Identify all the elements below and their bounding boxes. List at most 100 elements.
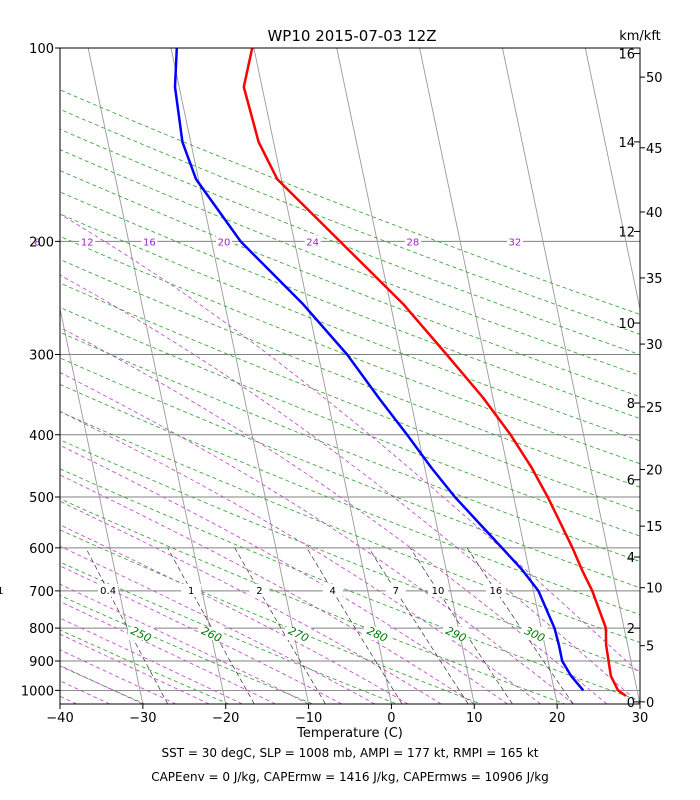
isotherm-line bbox=[419, 48, 558, 704]
dry-adiabat-line bbox=[60, 282, 640, 512]
km-tick-label: 4 bbox=[627, 551, 635, 566]
km-tick-label: 6 bbox=[627, 474, 635, 489]
dry-adiabat-label-bg bbox=[285, 627, 312, 641]
mixing-ratio-line bbox=[167, 547, 255, 704]
mixing-ratio-label-bg bbox=[385, 583, 406, 597]
moist-adiabat-line bbox=[60, 649, 177, 704]
pressure-tick-label: 200 bbox=[29, 235, 54, 250]
wet-bulb-label-bg bbox=[506, 235, 523, 249]
isotherm-line bbox=[87, 48, 227, 704]
moist-adiabat-line bbox=[60, 444, 508, 704]
mixing-ratio-label-bg bbox=[0, 583, 6, 597]
isotherm-line bbox=[60, 306, 144, 704]
km-tick-label: 10 bbox=[618, 317, 635, 332]
footer-line-2: CAPEenv = 0 J/kg, CAPErmw = 1416 J/kg, C… bbox=[151, 770, 549, 784]
profile-layer bbox=[173, 48, 627, 697]
dry-adiabat-line bbox=[60, 498, 565, 704]
mixing-ratio-line bbox=[85, 547, 169, 704]
pressure-tick-label: 100 bbox=[29, 42, 54, 57]
pressure-tick-label: 300 bbox=[29, 348, 54, 363]
dry-adiabat-line bbox=[60, 665, 145, 704]
dry-adiabat-label-bg bbox=[198, 627, 225, 641]
isotherm-line bbox=[253, 48, 392, 704]
temperature-tick-label: 0 bbox=[387, 711, 395, 726]
pressure-tick-label: 500 bbox=[29, 491, 54, 506]
moist-adiabat-line bbox=[60, 617, 243, 704]
kft-tick-label: 15 bbox=[646, 520, 663, 535]
mixing-ratio-label-bg bbox=[98, 583, 119, 597]
dry-adiabat-line bbox=[60, 529, 481, 704]
temperature-tick-label: 30 bbox=[632, 711, 649, 726]
wet-bulb-labels: 8 12 16 20 24 28 32 bbox=[29, 235, 523, 249]
dry-adiabat-line bbox=[60, 108, 640, 335]
mixing-ratio-label: 0.4 bbox=[100, 586, 116, 597]
pressure-tick-label: 1000 bbox=[21, 684, 54, 699]
temperature-tick-label: −40 bbox=[46, 711, 73, 726]
mixing-ratio-label: 7 bbox=[393, 586, 399, 597]
kft-tick-label: 0 bbox=[646, 696, 654, 711]
dry-adiabat-line bbox=[60, 411, 640, 643]
x-axis-label: Temperature (C) bbox=[296, 726, 403, 741]
temperature-tick-label: −30 bbox=[129, 711, 156, 726]
isotherm-line bbox=[502, 48, 640, 704]
grid-layer bbox=[60, 48, 640, 704]
mixing-ratio-label: 16 bbox=[489, 586, 502, 597]
moist-adiabat-line bbox=[60, 372, 574, 704]
mixing-ratio-label-bg bbox=[249, 583, 270, 597]
dry-adiabat-line bbox=[60, 89, 640, 315]
kft-tick-label: 25 bbox=[646, 401, 663, 416]
mixing-ratio-label: 4 bbox=[329, 586, 335, 597]
wet-bulb-label: 12 bbox=[81, 237, 94, 248]
dry-adiabat-line bbox=[60, 357, 640, 589]
km-tick-label: 16 bbox=[618, 48, 635, 63]
moist-adiabat-line bbox=[60, 213, 640, 675]
moist-adiabat-line bbox=[60, 633, 210, 704]
km-tick-label: 14 bbox=[618, 136, 635, 151]
moist-adiabat-line bbox=[60, 601, 276, 704]
temperature-tick-label: −10 bbox=[295, 711, 322, 726]
km-tick-label: 12 bbox=[618, 225, 635, 240]
footer-line-1: SST = 30 degC, SLP = 1008 mb, AMPI = 177… bbox=[161, 746, 538, 760]
mixing-ratio-label-bg bbox=[322, 583, 343, 597]
chart-title: WP10 2015-07-03 12Z bbox=[267, 27, 436, 45]
wet-bulb-label: 32 bbox=[508, 237, 521, 248]
wet-bulb-label: 20 bbox=[218, 237, 231, 248]
mixing-ratio-label-bg bbox=[427, 583, 448, 597]
dewpoint-profile-line bbox=[173, 48, 585, 692]
isotherm-line bbox=[584, 48, 640, 312]
mixing-ratio-label: 1 bbox=[188, 586, 194, 597]
mixing-ratio-label-bg bbox=[485, 583, 506, 597]
wet-bulb-label: 28 bbox=[407, 237, 420, 248]
mixing-ratio-line bbox=[368, 547, 469, 704]
moist-adiabat-line bbox=[60, 326, 608, 704]
mixing-ratio-label: 10 bbox=[432, 586, 445, 597]
dry-adiabat-line bbox=[60, 468, 640, 702]
temperature-tick-label: −20 bbox=[212, 711, 239, 726]
kft-tick-label: 40 bbox=[646, 206, 663, 221]
mixing-ratio-line bbox=[466, 547, 574, 704]
km-tick-label: 2 bbox=[627, 622, 635, 637]
dry-adiabat-label-bg bbox=[127, 627, 154, 641]
temperature-profile-line bbox=[242, 48, 627, 697]
pressure-tick-label: 900 bbox=[29, 655, 54, 670]
axis-layer: 0.10.41247101625026027028029030010020030… bbox=[0, 42, 663, 726]
mixing-ratio-line bbox=[234, 547, 326, 704]
wet-bulb-label-bg bbox=[79, 235, 96, 249]
pressure-tick-label: 600 bbox=[29, 542, 54, 557]
pressure-tick-label: 800 bbox=[29, 622, 54, 637]
dry-adiabat-line bbox=[60, 128, 640, 356]
dry-adiabat-line bbox=[60, 561, 397, 704]
dry-adiabat-line bbox=[60, 191, 640, 419]
mixing-ratio-label-bg bbox=[181, 583, 202, 597]
kft-tick-label: 20 bbox=[646, 463, 663, 478]
pressure-tick-label: 700 bbox=[29, 585, 54, 600]
kft-tick-label: 35 bbox=[646, 272, 663, 287]
right-axis-label: km/kft bbox=[619, 29, 661, 44]
moist-adiabat-line bbox=[60, 545, 376, 704]
wet-bulb-label: 16 bbox=[143, 237, 156, 248]
kft-tick-label: 50 bbox=[646, 71, 663, 86]
kft-tick-label: 10 bbox=[646, 582, 663, 597]
wet-bulb-label-bg bbox=[304, 235, 321, 249]
moist-adiabat-line bbox=[60, 583, 309, 704]
